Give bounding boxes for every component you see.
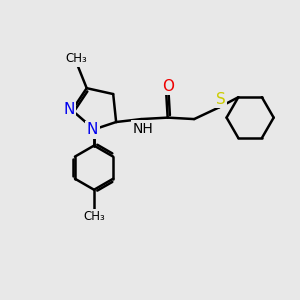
Text: CH₃: CH₃ bbox=[66, 52, 87, 65]
Text: S: S bbox=[216, 92, 226, 106]
Text: NH: NH bbox=[132, 122, 153, 136]
Text: CH₃: CH₃ bbox=[83, 210, 105, 223]
Text: O: O bbox=[162, 79, 174, 94]
Text: N: N bbox=[63, 102, 75, 117]
Text: N: N bbox=[87, 122, 98, 137]
